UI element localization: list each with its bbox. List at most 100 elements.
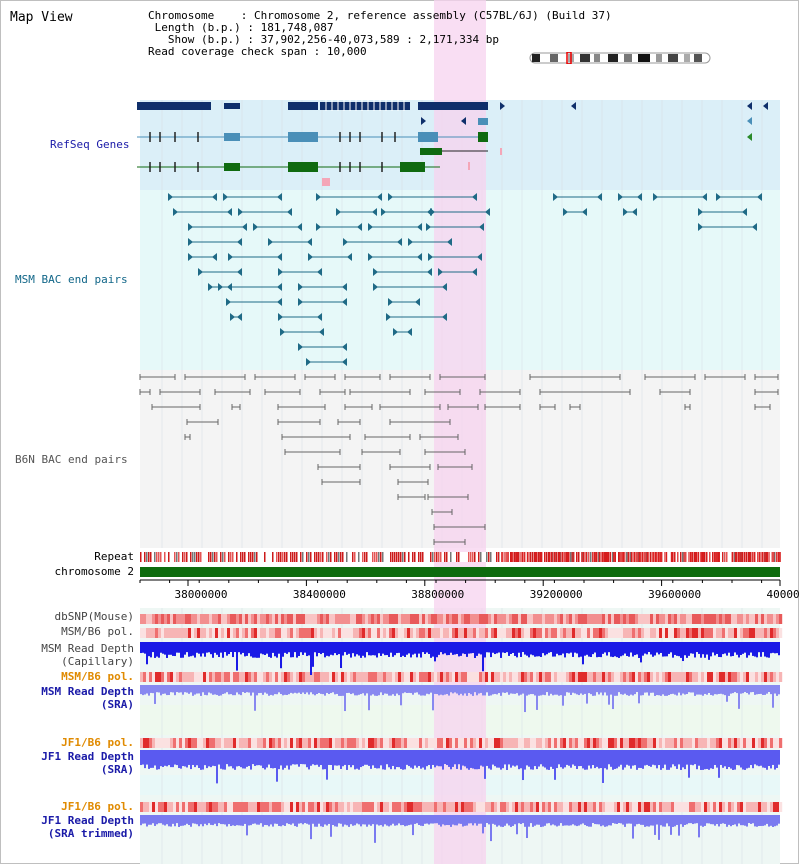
jf1-b6-pol-heat-cell <box>308 738 312 748</box>
jf1-depth-sra-bar <box>638 750 640 768</box>
msm-depth-capillary-bar <box>538 642 540 657</box>
msm-depth-capillary-bar <box>606 642 608 656</box>
msm-bac-pair-arrow <box>307 238 312 246</box>
jf1-depth-trimmed-bar <box>256 815 258 825</box>
msm-b6-pol-heat-cell <box>590 628 594 638</box>
msm-depth-capillary-bar <box>450 642 452 653</box>
msm-depth-sra-bar <box>626 685 628 696</box>
msm-b6-pol-heat-cell <box>749 628 753 638</box>
jf1-depth-sra-bar <box>758 750 760 767</box>
repeat-element <box>656 552 658 562</box>
msm-b6-pol-2-heat-cell <box>485 672 489 682</box>
jf1-depth-sra-bar <box>514 750 516 767</box>
jf1-depth-trimmed-bar <box>472 815 474 826</box>
msm-depth-capillary-bar <box>466 642 468 657</box>
jf1-depth-trimmed-bar <box>658 815 660 840</box>
jf1-depth-sra-bar <box>394 750 396 770</box>
jf1-depth-sra-bar <box>456 750 458 769</box>
repeat-element <box>622 552 624 562</box>
msm-bac-pair-arrow <box>377 193 382 201</box>
dbsnp-heat-cell <box>407 614 411 624</box>
refseq-exon <box>400 162 425 172</box>
msm-b6-pol-heat-cell <box>473 628 477 638</box>
msm-b6-pol-heat-cell <box>164 628 168 638</box>
jf1-b6-pol-heat-cell <box>296 738 300 748</box>
dbsnp-heat-cell <box>758 614 762 624</box>
jf1-depth-trimmed-bar <box>756 815 758 827</box>
jf1-depth-trimmed-bar <box>284 815 286 826</box>
msm-b6-pol-heat-cell <box>395 628 399 638</box>
refseq-arrow <box>571 102 576 110</box>
msm-depth-capillary-bar <box>584 642 586 656</box>
msm-depth-sra-bar <box>414 685 416 693</box>
jf1-depth-sra-bar <box>648 750 650 766</box>
msm-depth-sra-bar <box>368 685 370 711</box>
repeat-element <box>763 552 765 562</box>
msm-b6-pol-heat-cell <box>686 628 690 638</box>
msm-depth-sra-bar <box>600 685 602 693</box>
msm-depth-sra-bar <box>434 685 436 694</box>
msm-b6-pol-2-heat-cell <box>515 672 519 682</box>
dbsnp-heat-cell <box>344 614 348 624</box>
repeat-element <box>584 552 586 562</box>
repeat-element <box>638 552 640 562</box>
msm-bac-pair-arrow <box>702 193 707 201</box>
jf1-depth-sra-bar <box>254 750 256 766</box>
repeat-element <box>608 552 610 562</box>
msm-b6-pol-heat-cell <box>662 628 666 638</box>
jf1-depth-trimmed-bar <box>556 815 558 827</box>
jf1-depth-sra-bar <box>414 750 416 766</box>
msm-b6-pol-heat-cell <box>200 628 204 638</box>
msm-b6-pol-heat-cell <box>452 628 456 638</box>
msm-depth-sra-bar <box>288 685 290 695</box>
msm-depth-capillary-bar <box>566 642 568 654</box>
jf1-b6-pol-heat-cell <box>578 738 582 748</box>
jf1-depth-trimmed-bar <box>308 815 310 825</box>
dbsnp-heat-cell <box>302 614 306 624</box>
repeat-element <box>550 552 552 562</box>
msm-b6-pol-2-heat-cell <box>677 672 681 682</box>
msm-b6-pol-heat-cell <box>269 628 273 638</box>
jf1-b6-pol-2-heat-cell <box>608 802 612 812</box>
msm-depth-sra-bar <box>216 685 218 695</box>
dbsnp-heat-cell <box>503 614 507 624</box>
jf1-b6-pol-heat-cell <box>662 738 666 748</box>
msm-bac-pair-arrow <box>479 223 484 231</box>
dbsnp-heat-cell <box>737 614 741 624</box>
jf1-b6-pol-2-heat-cell <box>353 802 357 812</box>
msm-depth-sra-bar <box>598 685 600 695</box>
jf1-b6-pol-heat-cell <box>407 738 411 748</box>
chromosome-ideogram[interactable] <box>528 52 714 64</box>
jf1-b6-pol-2-heat-cell <box>200 802 204 812</box>
dbsnp-heat-cell <box>470 614 474 624</box>
track-label-refseq: RefSeq Genes <box>50 138 130 151</box>
msm-b6-pol-heat-cell <box>773 628 777 638</box>
jf1-depth-sra-bar <box>240 750 242 768</box>
jf1-b6-pol-heat-cell <box>572 738 576 748</box>
dbsnp-heat-cell <box>338 614 342 624</box>
msm-b6-pol-heat-cell <box>149 628 153 638</box>
jf1-depth-sra-bar <box>572 750 574 765</box>
msm-depth-capillary-bar <box>334 642 336 654</box>
jf1-b6-pol-2-heat-cell <box>707 802 711 812</box>
jf1-b6-pol-heat-cell <box>743 738 747 748</box>
dbsnp-heat-cell <box>614 614 618 624</box>
jf1-depth-sra-bar <box>450 750 452 770</box>
dbsnp-heat-cell <box>242 614 246 624</box>
msm-depth-sra-bar <box>360 685 362 695</box>
jf1-b6-pol-2-heat-cell <box>632 802 636 812</box>
jf1-b6-pol-2-heat-cell <box>389 802 393 812</box>
jf1-b6-pol-2-heat-cell <box>278 802 282 812</box>
jf1-depth-trimmed-bar <box>686 815 688 825</box>
msm-b6-pol-2-heat-cell <box>344 672 348 682</box>
msm-b6-pol-2-heat-cell <box>746 672 750 682</box>
jf1-depth-trimmed-bar <box>540 815 542 827</box>
msm-depth-capillary-bar <box>578 642 580 658</box>
msm-b6-pol-2-heat-cell <box>770 672 774 682</box>
jf1-b6-pol-heat-cell <box>518 738 522 748</box>
jf1-depth-trimmed-bar <box>408 815 410 826</box>
jf1-b6-pol-heat-cell <box>617 738 621 748</box>
dbsnp-heat-cell <box>662 614 666 624</box>
repeat-element <box>446 552 448 562</box>
